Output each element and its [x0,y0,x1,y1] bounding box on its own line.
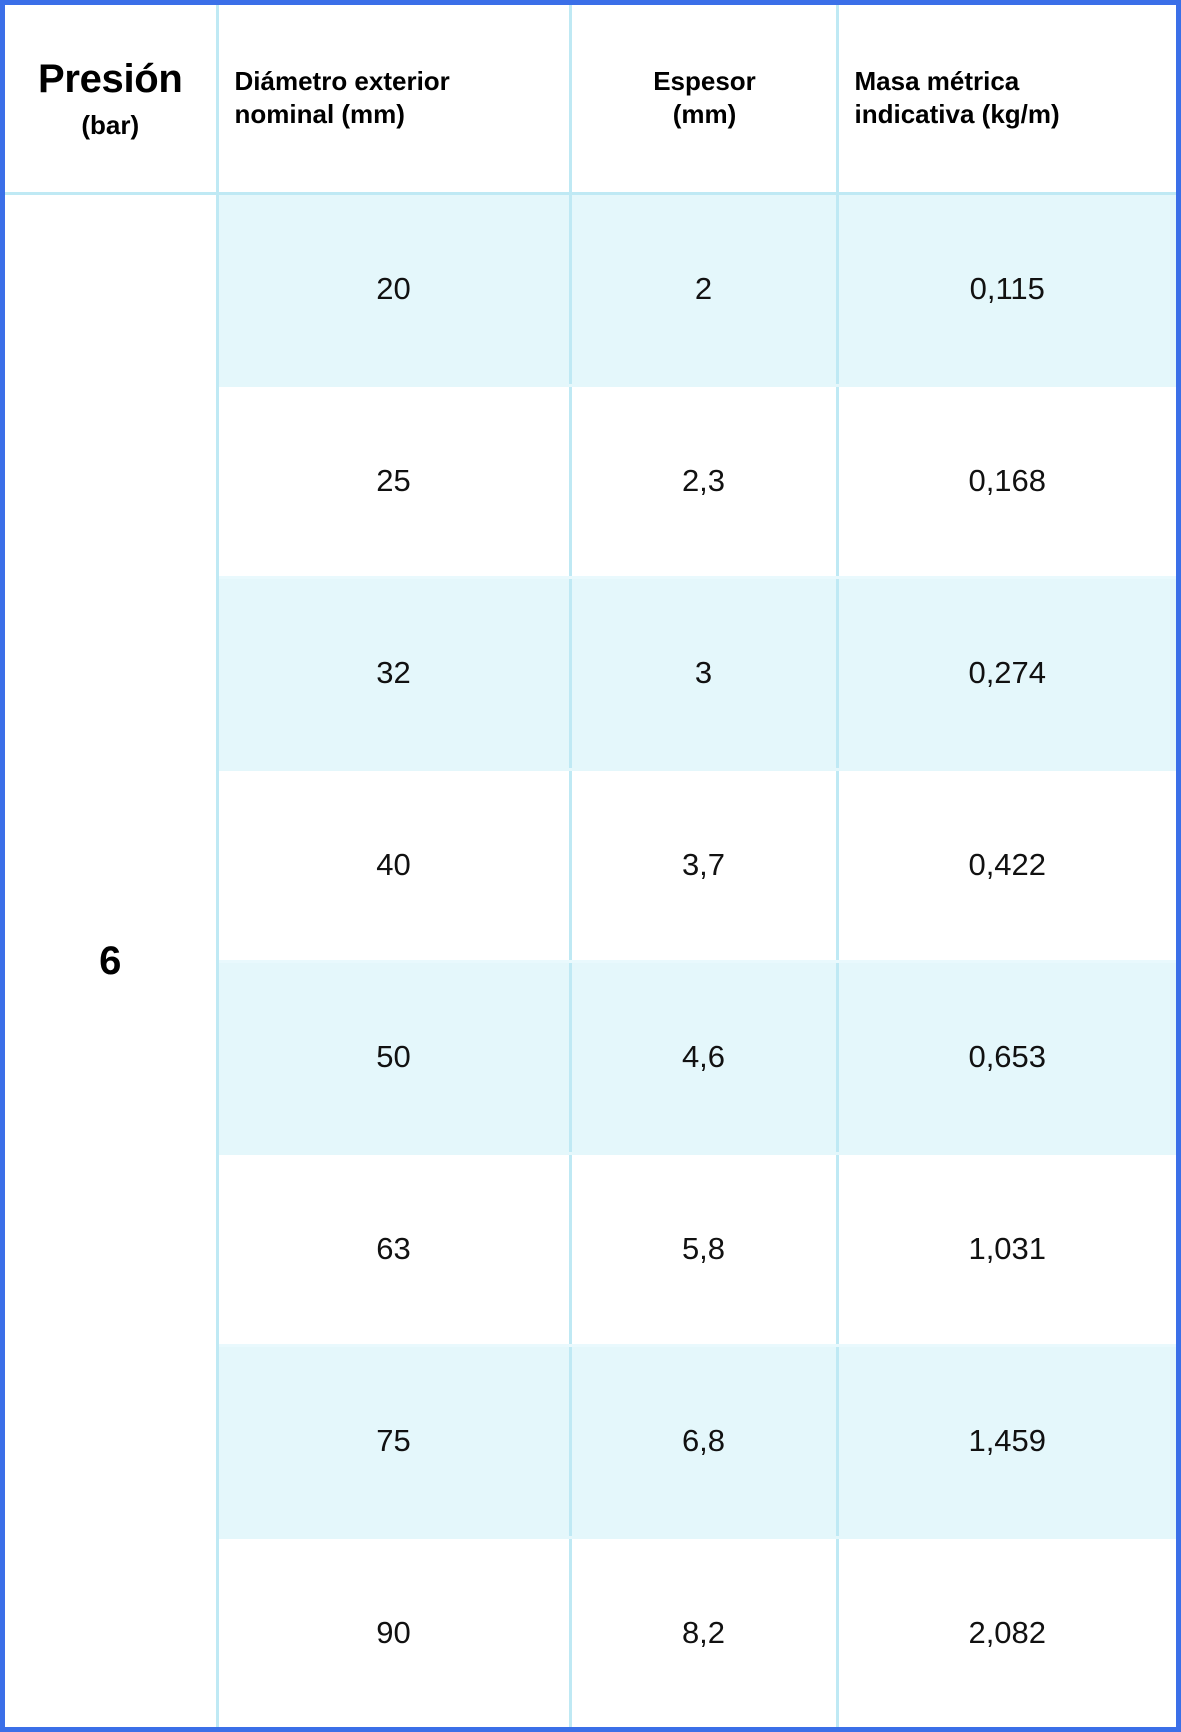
cell-mass: 2,082 [837,1537,1176,1727]
cell-diameter: 90 [217,1537,572,1727]
table-row: 63 5,8 1,031 [5,1153,1176,1347]
cell-thickness: 2,3 [570,385,839,579]
cell-mass: 0,274 [837,577,1176,771]
column-header-pressure-label: Presión [37,57,183,102]
table-row: 40 3,7 0,422 [5,769,1176,963]
pipe-specification-table: Presión (bar) Diámetro exterior nominal … [5,5,1176,1727]
cell-thickness: 4,6 [570,961,839,1155]
pressure-value-cell: 6 [5,193,219,1727]
column-header-diameter-line1: Diámetro exterior [234,65,450,96]
header-row: Presión (bar) Diámetro exterior nominal … [5,5,1176,195]
cell-thickness: 8,2 [570,1537,839,1727]
cell-thickness: 2 [570,193,839,387]
column-header-thickness: Espesor (mm) [570,5,839,195]
cell-mass: 0,168 [837,385,1176,579]
cell-thickness: 3,7 [570,769,839,963]
table-row: 32 3 0,274 [5,577,1176,771]
column-header-pressure-unit: (bar) [81,110,140,141]
table-row: 50 4,6 0,653 [5,961,1176,1155]
cell-diameter: 50 [217,961,572,1155]
cell-diameter: 20 [217,193,572,387]
column-header-mass: Masa métrica indicativa (kg/m) [837,5,1176,195]
table-row: 25 2,3 0,168 [5,385,1176,579]
table-row: 90 8,2 2,082 [5,1537,1176,1727]
column-header-diameter: Diámetro exterior nominal (mm) [217,5,572,195]
cell-diameter: 75 [217,1345,572,1539]
column-header-thickness-line1: Espesor [653,65,756,96]
column-header-pressure: Presión (bar) [5,5,219,195]
cell-diameter: 63 [217,1153,572,1347]
cell-diameter: 32 [217,577,572,771]
cell-thickness: 6,8 [570,1345,839,1539]
column-header-thickness-line2: (mm) [672,99,737,130]
cell-mass: 0,653 [837,961,1176,1155]
column-header-mass-line2: indicativa (kg/m) [854,99,1060,130]
table-row: 75 6,8 1,459 [5,1345,1176,1539]
column-header-diameter-line2: nominal (mm) [234,99,405,130]
cell-diameter: 40 [217,769,572,963]
cell-thickness: 5,8 [570,1153,839,1347]
cell-mass: 1,459 [837,1345,1176,1539]
cell-mass: 1,031 [837,1153,1176,1347]
table-row: 6 20 2 0,115 [5,193,1176,1727]
table-header: Presión (bar) Diámetro exterior nominal … [5,5,1176,195]
cell-thickness: 3 [570,577,839,771]
cell-mass: 0,115 [837,193,1176,387]
table-body: 6 20 2 0,115 25 2,3 0,168 32 3 0,274 40 3,7 0,422 50 4… [5,193,1176,1727]
cell-mass: 0,422 [837,769,1176,963]
column-header-mass-line1: Masa métrica [854,65,1020,96]
cell-diameter: 25 [217,385,572,579]
